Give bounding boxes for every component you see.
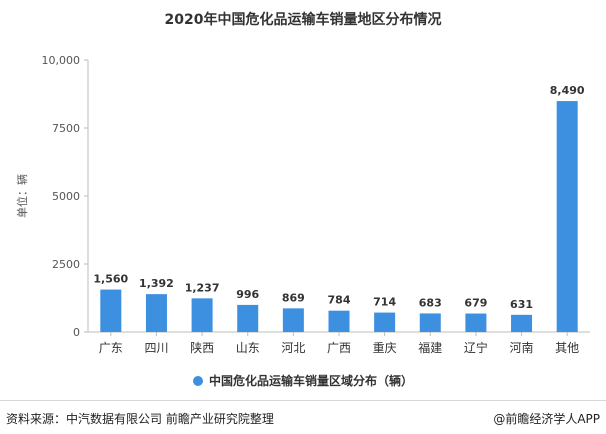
x-tick-label: 其他 — [555, 341, 579, 355]
bar — [511, 314, 533, 332]
legend-label: 中国危化品运输车销量区域分布（辆） — [208, 374, 413, 388]
y-tick-label: 5000 — [52, 190, 80, 203]
bar-chart: 0 2500 5000 7500 10,000 单位：辆 1,560 广东 1,392 四川 1,… — [15, 54, 590, 355]
chart-title: 2020年中国危化品运输车销量地区分布情况 — [164, 12, 442, 28]
x-tick-label: 广东 — [99, 341, 123, 355]
bar — [282, 308, 304, 332]
data-label: 1,237 — [185, 281, 220, 294]
data-label: 8,490 — [550, 84, 585, 97]
y-tick-label: 7500 — [52, 122, 80, 135]
data-label: 679 — [464, 297, 487, 310]
data-label: 784 — [328, 294, 351, 307]
data-label: 631 — [510, 298, 533, 311]
data-label: 683 — [419, 296, 442, 309]
data-label: 996 — [236, 288, 259, 301]
data-label: 714 — [373, 296, 396, 309]
x-tick-label: 河南 — [510, 340, 534, 355]
bar — [374, 312, 396, 332]
bar — [100, 289, 122, 332]
data-label: 1,560 — [93, 273, 128, 286]
bar — [237, 304, 259, 332]
bar — [328, 310, 350, 332]
brand-text: @前瞻经济学人APP — [493, 412, 600, 426]
bar — [191, 298, 213, 332]
x-tick-label: 河北 — [281, 341, 305, 355]
x-tick-label: 山东 — [236, 341, 260, 355]
footer: 资料来源：中汽数据有限公司 前瞻产业研究院整理 @前瞻经济学人APP — [0, 400, 606, 434]
x-tick-label: 辽宁 — [464, 340, 488, 355]
x-tick-label: 广西 — [327, 341, 351, 355]
x-tick-label: 四川 — [144, 341, 168, 355]
bar — [145, 294, 167, 332]
x-tick-label: 福建 — [418, 340, 442, 355]
bar — [419, 313, 441, 332]
legend: 中国危化品运输车销量区域分布（辆） — [0, 372, 606, 389]
legend-swatch — [192, 376, 203, 386]
source-text: 资料来源：中汽数据有限公司 前瞻产业研究院整理 — [6, 412, 274, 426]
data-label: 869 — [282, 291, 305, 304]
y-tick-label: 2500 — [52, 258, 80, 271]
bar — [556, 101, 578, 333]
x-tick-label: 陕西 — [190, 340, 214, 355]
y-axis-label: 单位：辆 — [15, 174, 29, 218]
y-tick-label: 0 — [73, 326, 80, 339]
y-tick-label: 10,000 — [42, 54, 81, 67]
bar — [465, 313, 487, 332]
x-tick-label: 重庆 — [373, 341, 397, 355]
data-label: 1,392 — [139, 277, 174, 290]
